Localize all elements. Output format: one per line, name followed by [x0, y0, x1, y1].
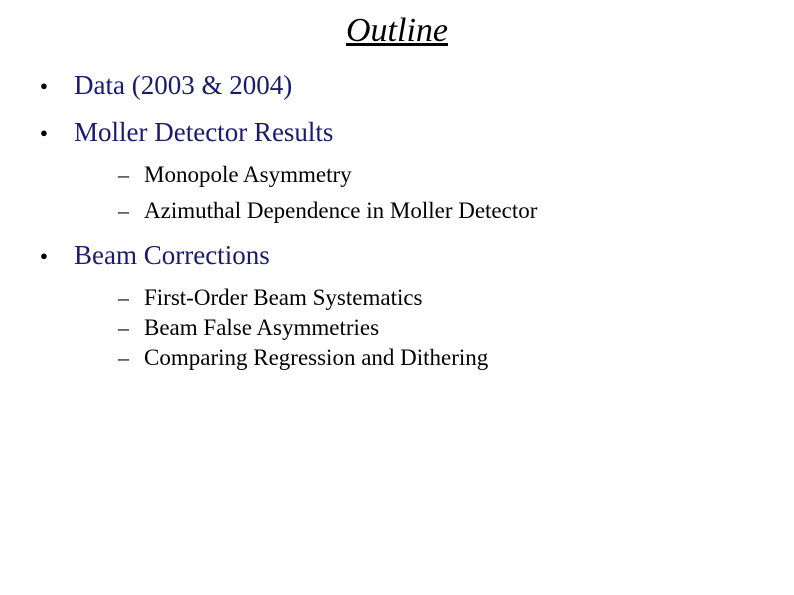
outline-subitem: Monopole Asymmetry [118, 162, 764, 188]
outline-subitem: Beam False Asymmetries [118, 315, 764, 341]
outline-item: Data (2003 & 2004) [40, 70, 764, 101]
outline-item: Moller Detector Results Monopole Asymmet… [40, 117, 764, 224]
outline-sublist: Monopole Asymmetry Azimuthal Dependence … [74, 162, 764, 224]
outline-subitem: Comparing Regression and Dithering [118, 345, 764, 371]
outline-item-label: Beam Corrections [74, 240, 270, 270]
outline-subitem-label: First-Order Beam Systematics [144, 285, 423, 310]
outline-subitem-label: Azimuthal Dependence in Moller Detector [144, 198, 537, 223]
outline-subitem-label: Beam False Asymmetries [144, 315, 379, 340]
outline-subitem-label: Monopole Asymmetry [144, 162, 352, 187]
outline-list: Data (2003 & 2004) Moller Detector Resul… [30, 70, 764, 371]
outline-item: Beam Corrections First-Order Beam System… [40, 240, 764, 371]
outline-sublist: First-Order Beam Systematics Beam False … [74, 285, 764, 371]
outline-subitem: Azimuthal Dependence in Moller Detector [118, 198, 764, 224]
outline-item-label: Data (2003 & 2004) [74, 70, 292, 100]
slide-title: Outline [30, 12, 764, 50]
outline-subitem: First-Order Beam Systematics [118, 285, 764, 311]
outline-item-label: Moller Detector Results [74, 117, 333, 147]
outline-subitem-label: Comparing Regression and Dithering [144, 345, 488, 370]
